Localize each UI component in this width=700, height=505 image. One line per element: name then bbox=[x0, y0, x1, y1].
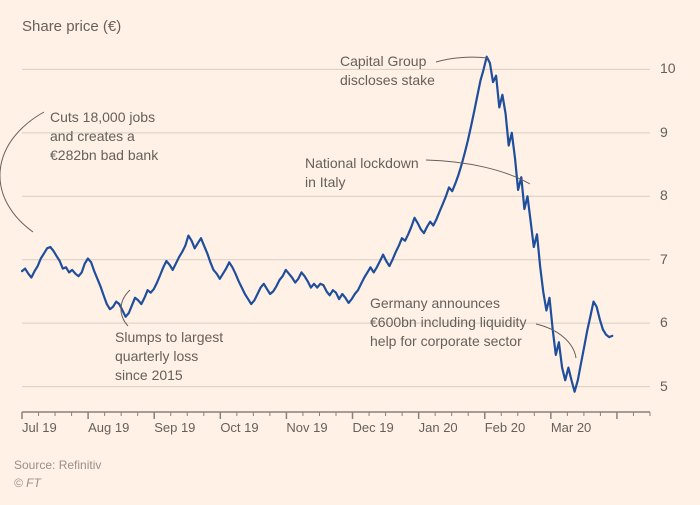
x-tick-Mar-20: Mar 20 bbox=[551, 420, 591, 435]
chart-copyright: © FT bbox=[14, 476, 41, 490]
ann-loss: Slumps to largestquarterly losssince 201… bbox=[115, 328, 223, 385]
y-tick-10: 10 bbox=[660, 60, 676, 76]
y-tick-7: 7 bbox=[660, 251, 668, 267]
ann-germany: Germany announces€600bn including liquid… bbox=[370, 294, 526, 351]
y-tick-9: 9 bbox=[660, 124, 668, 140]
x-tick-Jan-20: Jan 20 bbox=[419, 420, 458, 435]
y-tick-6: 6 bbox=[660, 314, 668, 330]
x-tick-Sep-19: Sep 19 bbox=[154, 420, 195, 435]
share-price-chart: Share price (€) 5 6 7 8 9 10 Jul 19 Aug 19 Sep … bbox=[0, 0, 700, 500]
x-tick-Feb-20: Feb 20 bbox=[485, 420, 525, 435]
x-tick-Jul-19: Jul 19 bbox=[22, 420, 57, 435]
x-tick-Aug-19: Aug 19 bbox=[88, 420, 129, 435]
x-tick-Nov-19: Nov 19 bbox=[286, 420, 327, 435]
ann-capital: Capital Groupdiscloses stake bbox=[340, 52, 435, 90]
chart-source: Source: Refinitiv bbox=[14, 458, 101, 472]
x-tick-Dec-19: Dec 19 bbox=[353, 420, 394, 435]
ann-jobs: Cuts 18,000 jobsand creates a€282bn bad … bbox=[50, 108, 158, 165]
x-tick-Oct-19: Oct 19 bbox=[220, 420, 258, 435]
y-axis-title: Share price (€) bbox=[22, 18, 121, 35]
y-tick-5: 5 bbox=[660, 378, 668, 394]
y-tick-8: 8 bbox=[660, 187, 668, 203]
ann-lockdown: National lockdownin Italy bbox=[305, 154, 419, 192]
